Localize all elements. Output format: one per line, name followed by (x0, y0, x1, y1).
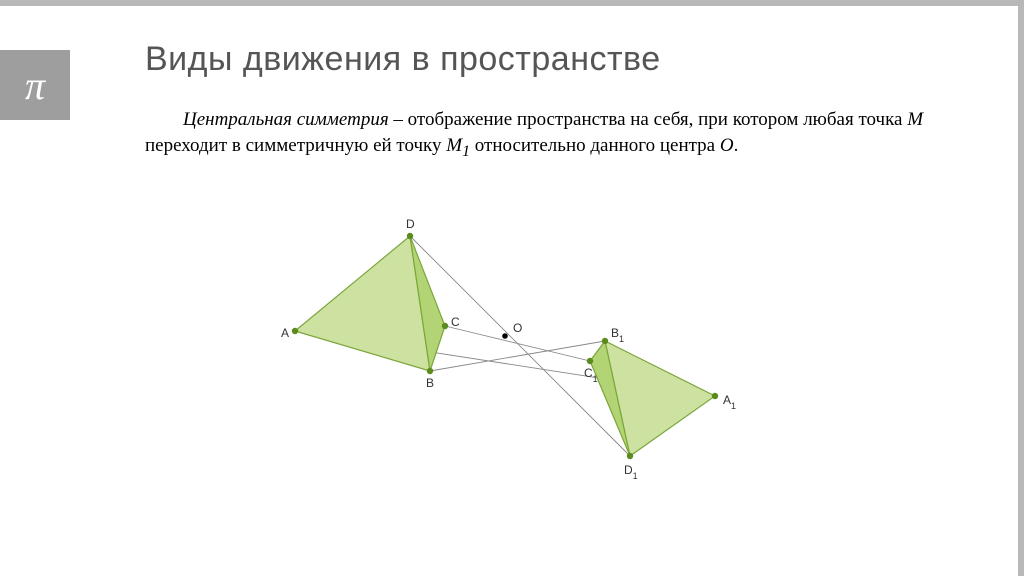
central-symmetry-diagram: OABCDA1B1C1D1 (145, 181, 925, 481)
sidebar-pi-badge: π (0, 50, 70, 120)
svg-text:B1: B1 (611, 326, 624, 344)
term: Центральная симметрия (183, 109, 389, 130)
svg-text:A: A (281, 326, 289, 340)
svg-text:B: B (426, 376, 434, 390)
svg-text:D: D (406, 217, 415, 231)
diagram-svg: OABCDA1B1C1D1 (145, 181, 925, 481)
svg-text:C: C (451, 315, 460, 329)
svg-text:O: O (513, 321, 522, 335)
slide-content: Виды движения в пространстве Центральная… (95, 0, 1004, 576)
page-title: Виды движения в пространстве (145, 40, 964, 79)
svg-text:D1: D1 (624, 463, 638, 481)
pi-symbol: π (25, 62, 45, 109)
definition-paragraph: Центральная симметрия – отображение прос… (145, 107, 925, 162)
svg-text:A1: A1 (723, 393, 736, 411)
